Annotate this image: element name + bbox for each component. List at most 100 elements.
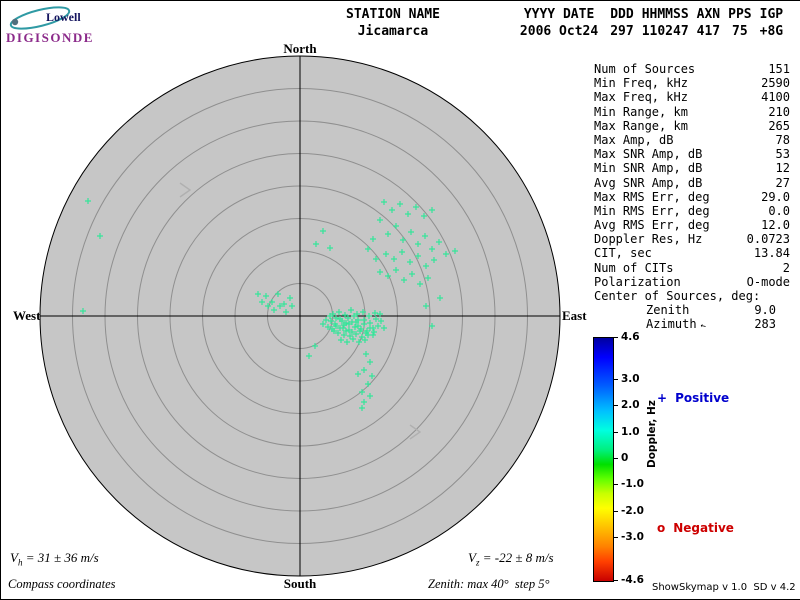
stat-label: Min SNR Amp, dB bbox=[594, 161, 703, 176]
colorbar-tick bbox=[614, 336, 618, 338]
measurement-stats-panel: Num of Sources 151 Min Freq, kHz 2590 Max Fr… bbox=[588, 62, 790, 332]
header-col-label: STATION NAME bbox=[346, 7, 440, 22]
stat-label: Num of Sources bbox=[594, 62, 696, 76]
stat-row: Zenith 9.0 bbox=[588, 303, 790, 317]
stat-label: Max SNR Amp, dB bbox=[594, 147, 703, 162]
header-col-label: PPS bbox=[728, 7, 752, 22]
stat-label: Min Range, km bbox=[594, 104, 688, 119]
colorbar-tick bbox=[614, 579, 618, 581]
header-col-label: IGP bbox=[759, 7, 784, 22]
colorbar-tick-label: -1.0 bbox=[621, 478, 644, 491]
compass-label-west: West bbox=[13, 308, 41, 323]
stat-value: 27 bbox=[775, 175, 790, 190]
stat-value: 13.84 bbox=[753, 246, 790, 261]
stat-row: Avg RMS Err, deg 12.0 bbox=[588, 218, 790, 232]
compass-label-north: North bbox=[283, 41, 317, 56]
stat-value: 0.0 bbox=[768, 203, 790, 218]
stat-row: Polarization O-mode bbox=[588, 275, 790, 289]
colorbar-tick bbox=[614, 510, 618, 512]
colorbar-tick bbox=[614, 378, 618, 380]
plus-marker-icon: + bbox=[657, 391, 668, 405]
stat-value: 2 bbox=[782, 260, 790, 275]
header-col-value: +8G bbox=[759, 24, 784, 39]
stat-label: Max Range, km bbox=[594, 118, 688, 133]
stat-row: Max RMS Err, deg 29.0 bbox=[588, 190, 790, 204]
stat-value: 12.0 bbox=[761, 218, 790, 233]
logo-lowell-text: Lowell bbox=[46, 10, 81, 24]
chevron-mark bbox=[409, 424, 422, 440]
stat-value: 151 bbox=[768, 62, 790, 76]
header-col-value: 110247 bbox=[641, 24, 689, 39]
stat-row: Doppler Res, Hz 0.0723 bbox=[588, 232, 790, 246]
stat-label: Min Freq, kHz bbox=[594, 76, 688, 91]
stat-value: 210 bbox=[768, 104, 790, 119]
header-col-value: 417 bbox=[696, 24, 721, 39]
header-col-igp: IGP +8G bbox=[760, 6, 783, 40]
colorbar-tick bbox=[614, 458, 618, 459]
azimuth-arrow-icon: ↑ bbox=[697, 322, 709, 331]
stat-label: Max Freq, kHz bbox=[594, 90, 688, 105]
stat-row: Center of Sources, deg: bbox=[588, 289, 790, 303]
stat-row: Azimuth↑ 283 bbox=[588, 317, 790, 331]
stat-value: 2590 bbox=[761, 76, 790, 91]
horizontal-velocity-readout: Vh = 31 ± 36 m/s bbox=[10, 550, 99, 568]
stat-row: Max SNR Amp, dB 53 bbox=[588, 147, 790, 161]
stat-value: 78 bbox=[775, 132, 790, 147]
stat-label: Max RMS Err, deg bbox=[594, 189, 710, 204]
stat-label: Num of CITs bbox=[594, 260, 674, 275]
stat-label: Azimuth↑ bbox=[588, 317, 709, 331]
stat-value: 0.0723 bbox=[746, 232, 790, 247]
stat-label: Max Amp, dB bbox=[594, 132, 674, 147]
logo-digisonde-text: DIGISONDE bbox=[6, 30, 94, 45]
header-col-hhmmss: HHMMSS 110247 bbox=[642, 6, 689, 40]
colorbar-tick-label: 3.0 bbox=[621, 372, 640, 385]
stat-row: Min RMS Err, deg 0.0 bbox=[588, 204, 790, 218]
stat-row: Num of CITs 2 bbox=[588, 261, 790, 275]
software-version: ShowSkymap v 1.0 SD v 4.2 bbox=[652, 582, 796, 593]
doppler-colorbar-area: 4.6 3.0 2.0 1.0 0 -1.0 -2.0 -3.0 -4.6 bbox=[593, 331, 657, 586]
legend-positive: + Positive bbox=[657, 391, 729, 405]
lowell-digisonde-logo: Lowell DIGISONDE bbox=[6, 4, 126, 46]
legend-negative-label: Negative bbox=[673, 521, 734, 535]
circle-marker-icon: o bbox=[657, 521, 666, 535]
legend-positive-label: Positive bbox=[675, 391, 730, 405]
colorbar-tick-label: -2.0 bbox=[621, 504, 644, 517]
header-col-label: HHMMSS bbox=[641, 7, 689, 22]
stat-label: Avg SNR Amp, dB bbox=[594, 175, 703, 190]
stat-row: Avg SNR Amp, dB 27 bbox=[588, 176, 790, 190]
header-col-station-name: STATION NAME Jicamarca bbox=[346, 6, 440, 40]
doppler-colorbar bbox=[593, 337, 614, 582]
header-col-label: AXN bbox=[696, 7, 721, 22]
stat-label: Avg RMS Err, deg bbox=[594, 218, 710, 233]
stat-label: Polarization bbox=[594, 274, 681, 289]
header-col-ddd: DDD 297 bbox=[610, 6, 633, 40]
header-col-value: 75 bbox=[732, 24, 748, 39]
faint-chevron-marks bbox=[179, 182, 422, 440]
stat-label: Zenith bbox=[646, 303, 690, 318]
stat-row: Max Range, km 265 bbox=[588, 119, 790, 133]
colorbar-tick-label: 4.6 bbox=[621, 330, 640, 343]
chevron-mark bbox=[179, 182, 192, 198]
colorbar-tick-label: -4.6 bbox=[621, 573, 644, 586]
stat-label: Min RMS Err, deg bbox=[594, 203, 710, 218]
header-col-value: 297 bbox=[610, 24, 634, 39]
stat-row: Max Freq, kHz 4100 bbox=[588, 90, 790, 104]
compass-label-south: South bbox=[283, 576, 317, 591]
stat-value: 283 bbox=[754, 317, 776, 332]
stat-row: Num of Sources 151 bbox=[588, 62, 790, 76]
station-header: STATION NAME Jicamarca YYYY DATE 2006 Oct24… bbox=[346, 6, 783, 40]
legend-negative: o Negative bbox=[657, 521, 734, 535]
source-points bbox=[80, 198, 458, 411]
stat-row: Min Range, km 210 bbox=[588, 105, 790, 119]
colorbar-tick-label: 1.0 bbox=[621, 425, 640, 438]
stat-value: 53 bbox=[775, 147, 790, 162]
header-col-value: Jicamarca bbox=[357, 24, 429, 39]
zenith-scale-note: Zenith: max 40° step 5° bbox=[428, 577, 550, 591]
stat-row: Max Amp, dB 78 bbox=[588, 133, 790, 147]
header-col-pps: PPS 75 bbox=[728, 6, 751, 40]
colorbar-tick bbox=[614, 431, 618, 433]
colorbar-tick bbox=[614, 405, 618, 407]
stat-value: 265 bbox=[768, 118, 790, 133]
colorbar-tick bbox=[614, 484, 618, 486]
colorbar-tick-label: -3.0 bbox=[621, 531, 644, 544]
